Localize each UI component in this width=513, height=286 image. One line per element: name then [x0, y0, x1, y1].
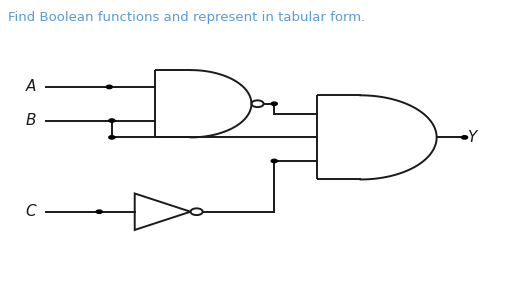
Circle shape	[109, 136, 115, 139]
Circle shape	[109, 119, 115, 122]
Text: B: B	[26, 113, 36, 128]
Text: Find Boolean functions and represent in tabular form.: Find Boolean functions and represent in …	[8, 11, 365, 24]
Circle shape	[462, 136, 467, 139]
Text: C: C	[25, 204, 36, 219]
Circle shape	[271, 159, 278, 163]
Text: A: A	[26, 80, 36, 94]
Circle shape	[96, 210, 102, 213]
Circle shape	[271, 102, 278, 106]
Text: Y: Y	[467, 130, 477, 145]
Circle shape	[106, 85, 112, 89]
